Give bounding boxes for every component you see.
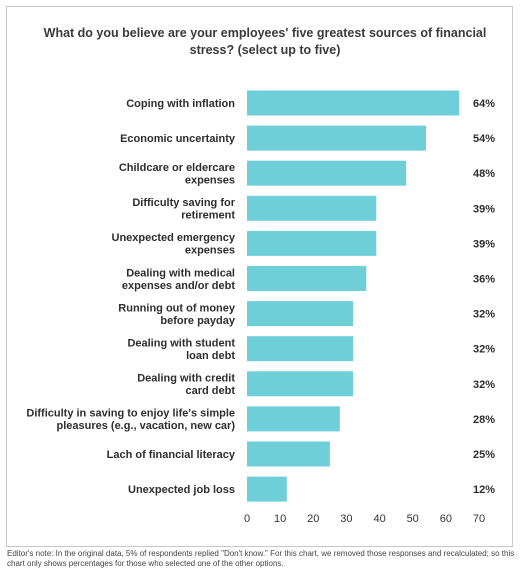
bar [247,406,340,432]
bar [247,160,407,186]
category-label: Lach of financial literacy [107,449,236,461]
category-label: Running out of money [118,302,236,314]
category-label: pleasures (e.g., vacation, new car) [56,420,235,432]
category-label: expenses [185,174,235,186]
bar [247,371,354,397]
category-label: Dealing with student [127,338,235,350]
category-label: before payday [160,315,235,327]
bar [247,441,330,467]
value-label: 36% [473,274,495,286]
category-label: Difficulty saving for [132,197,235,209]
x-tick-label: 20 [307,513,319,525]
category-label: loan debt [186,350,235,362]
value-label: 64% [473,98,495,110]
chart-title: What do you believe are your employees' … [43,26,487,57]
x-tick-label: 0 [244,513,250,525]
category-label: Economic uncertainty [120,133,236,145]
x-tick-label: 50 [407,513,419,525]
bar [247,195,377,221]
value-label: 32% [473,344,495,356]
category-label: expenses [185,245,235,257]
bar [247,336,354,362]
value-label: 32% [473,309,495,321]
chart-frame [6,6,513,547]
category-label: Dealing with credit [137,373,235,385]
category-label: Dealing with medical [126,267,235,279]
category-label: Unexpected emergency [112,232,236,244]
bar [247,125,426,151]
category-label: card debt [185,385,235,397]
value-label: 25% [473,449,495,461]
category-label: Difficulty in saving to enjoy life's sim… [26,408,235,420]
bar [247,266,367,291]
category-label: Coping with inflation [126,98,235,110]
bar [247,476,287,502]
bar [247,230,377,256]
x-tick-label: 60 [440,513,452,525]
value-label: 54% [473,133,495,145]
category-label: expenses and/or debt [122,280,235,292]
value-label: 28% [473,414,495,426]
x-tick-label: 30 [340,513,352,525]
value-label: 12% [473,484,495,496]
x-tick-label: 70 [473,513,485,525]
value-label: 48% [473,168,495,180]
bar [247,301,354,327]
value-label: 39% [473,238,495,250]
value-label: 39% [473,203,495,215]
category-label: retirement [181,210,235,222]
x-tick-label: 40 [373,513,385,525]
category-label: Childcare or eldercare [119,162,235,174]
editors-note: Editor's note: In the original data, 5% … [7,549,515,568]
category-label: Unexpected job loss [128,484,235,496]
value-label: 32% [473,379,495,391]
bar [247,90,460,116]
x-tick-label: 10 [274,513,286,525]
